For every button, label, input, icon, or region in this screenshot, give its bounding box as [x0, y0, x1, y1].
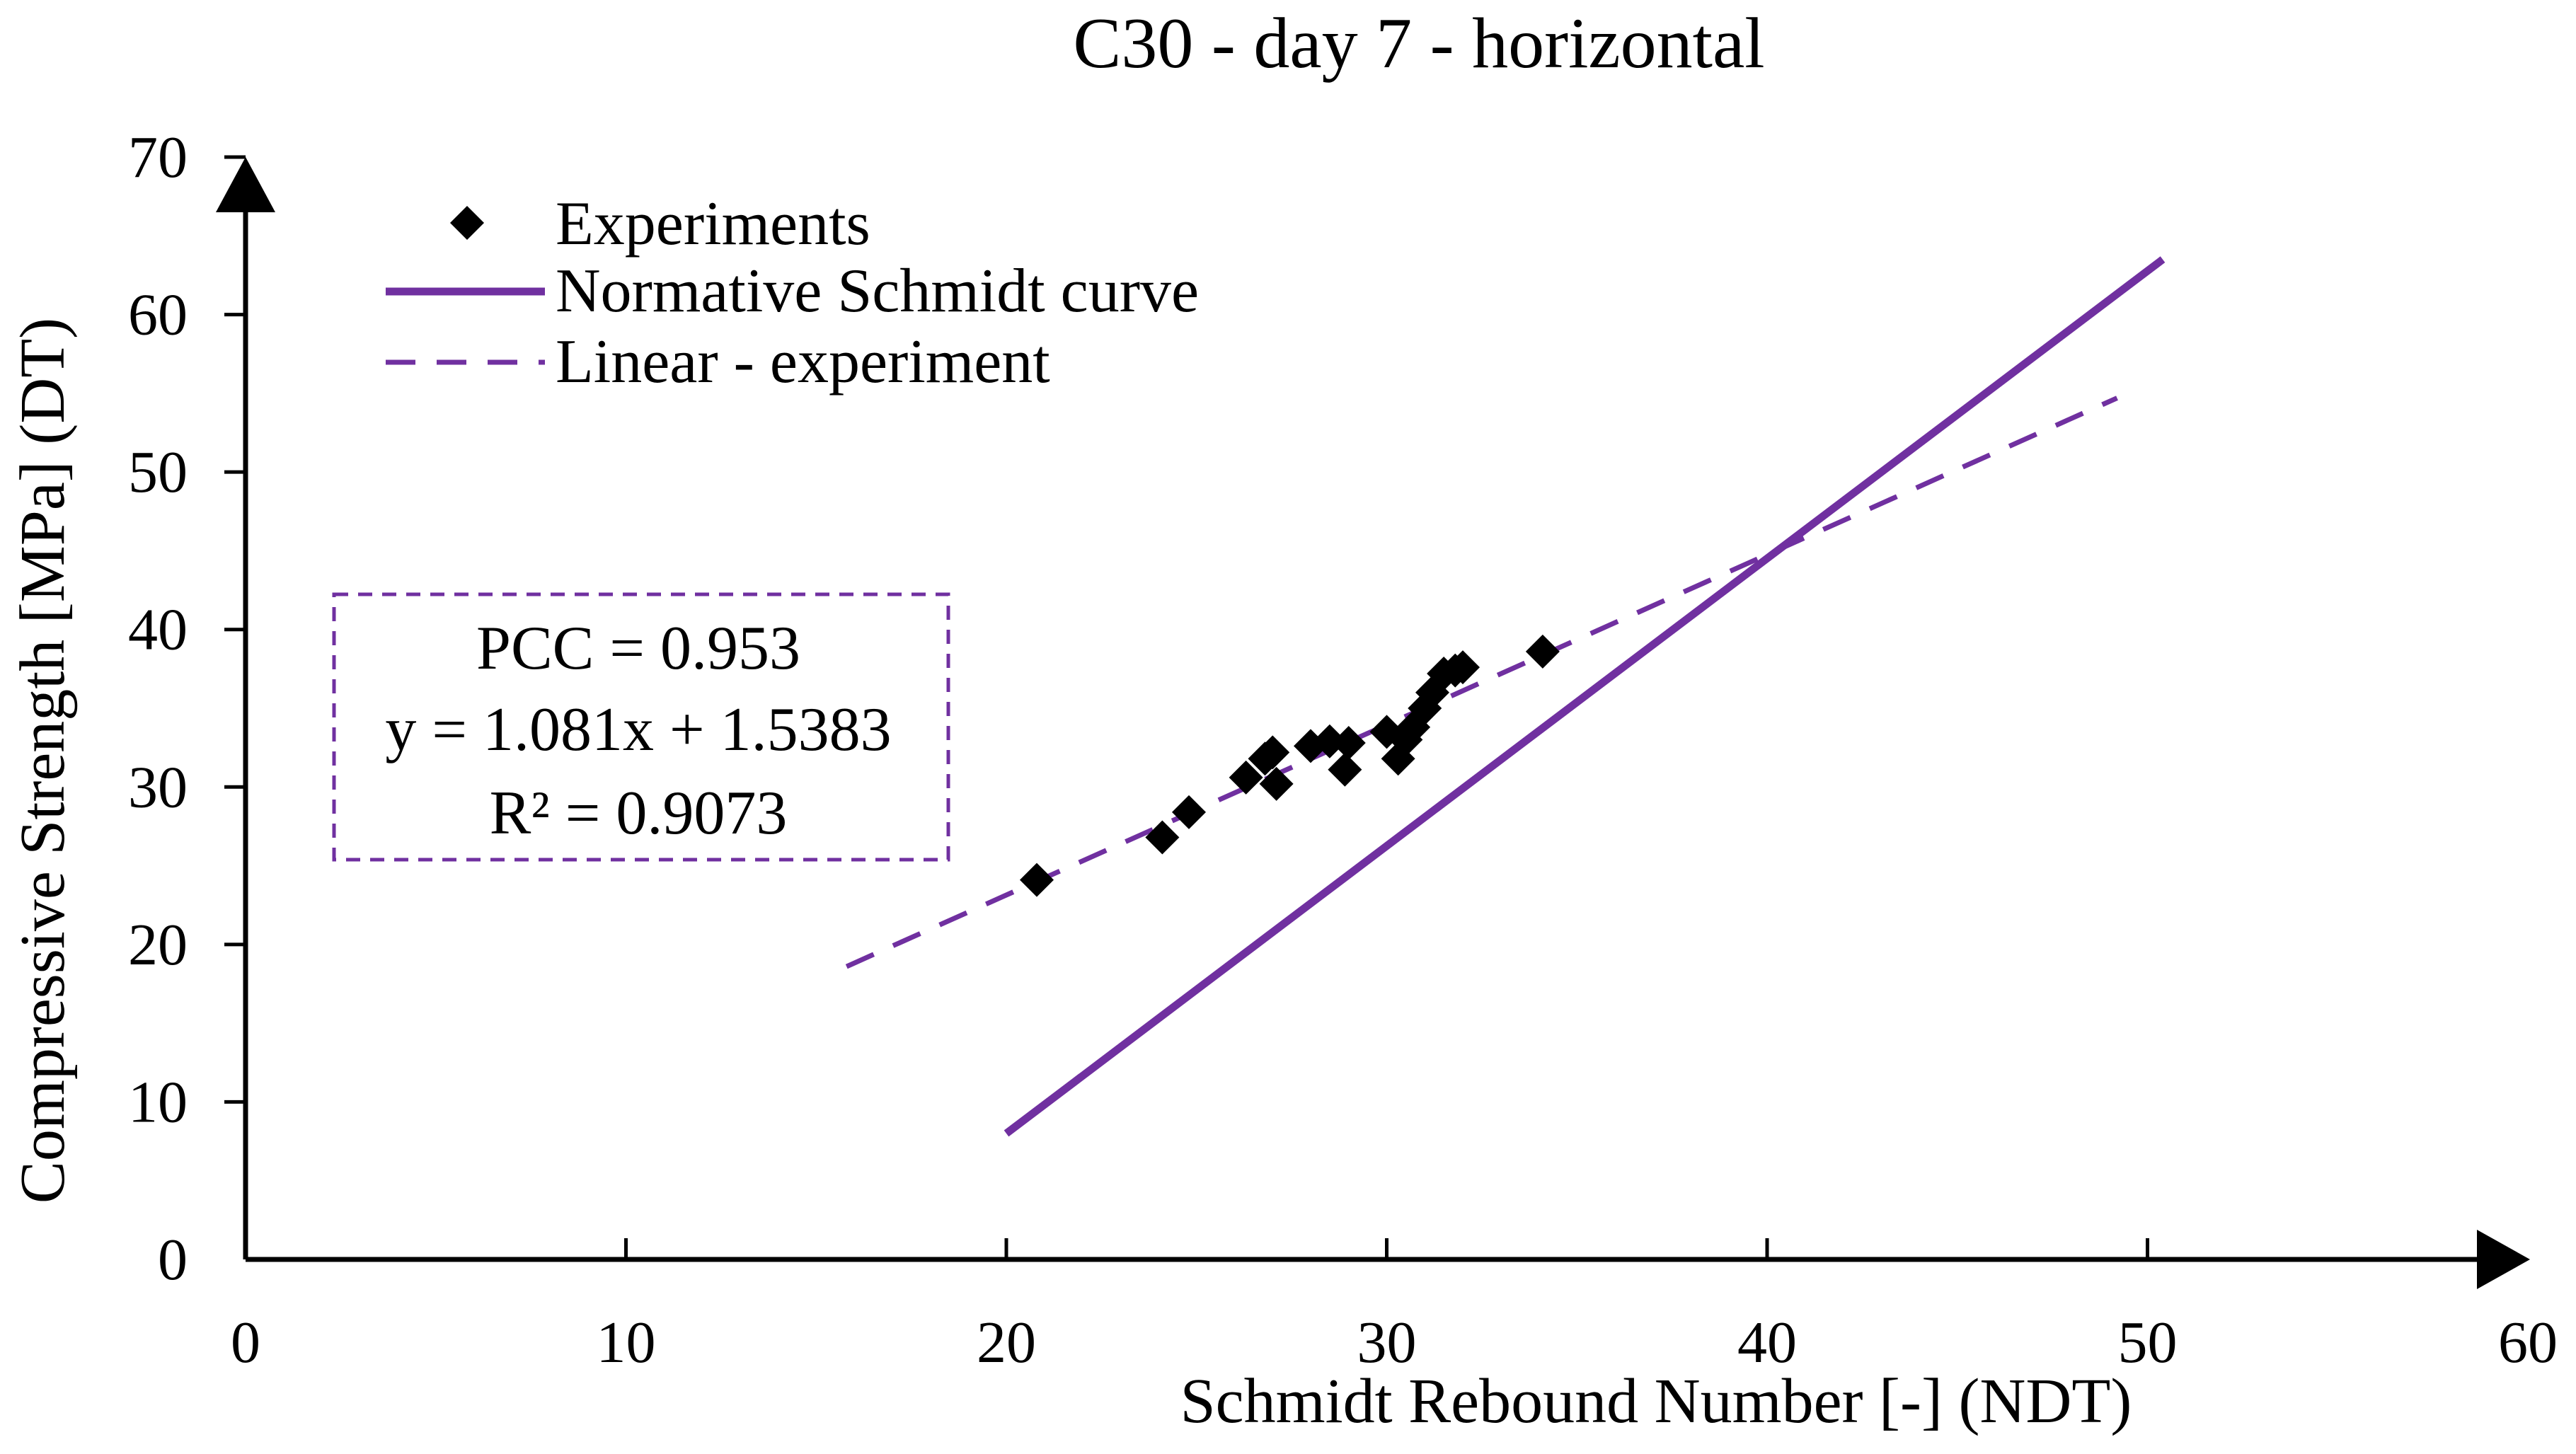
- x-tick-label: 20: [977, 1310, 1036, 1375]
- y-tick-label: 30: [128, 754, 188, 820]
- experiment-point: [1396, 710, 1431, 744]
- y-axis-arrowhead: [216, 157, 275, 212]
- legend-label-normative-curve: Normative Schmidt curve: [556, 257, 1199, 325]
- x-axis-label: Schmidt Rebound Number [-] (NDT): [1180, 1366, 2132, 1436]
- experiment-point: [1328, 752, 1362, 787]
- y-tick-label: 40: [128, 597, 188, 663]
- x-tick-label: 40: [1737, 1310, 1797, 1375]
- linear-experiment-line: [845, 396, 2118, 969]
- y-tick-label: 10: [128, 1069, 188, 1135]
- y-tick-label: 20: [128, 912, 188, 978]
- y-axis-label: Compressive Strength [MPa] (DT): [8, 318, 78, 1204]
- experiment-point: [1145, 820, 1180, 855]
- y-tick-label: 50: [128, 439, 188, 505]
- experiment-point: [1446, 650, 1480, 685]
- legend: Experiments Normative Schmidt curve Line…: [386, 190, 1199, 396]
- x-tick-label: 50: [2118, 1310, 2178, 1375]
- stats-equation: y = 1.081x + 1.5383: [385, 696, 891, 764]
- normative-schmidt-curve-line: [1004, 256, 2166, 1137]
- experiment-point: [1259, 766, 1294, 801]
- experiment-points: [1020, 634, 1560, 897]
- stats-box-border: [332, 592, 950, 862]
- y-axis-ticks: 0 10 20 30 40 50 60 70: [128, 125, 246, 1293]
- x-tick-label: 10: [597, 1310, 656, 1375]
- x-tick-label: 60: [2498, 1310, 2558, 1375]
- axes: [216, 157, 2530, 1289]
- experiment-point: [1525, 634, 1560, 669]
- x-axis-arrowhead: [2477, 1230, 2530, 1289]
- legend-label-experiments: Experiments: [556, 190, 870, 258]
- x-axis-ticks: 0 10 20 30 40 50 60: [231, 1238, 2558, 1375]
- x-tick-label: 30: [1357, 1310, 1417, 1375]
- experiment-point: [1020, 862, 1054, 897]
- series-lines: [845, 256, 2166, 1137]
- chart-title: C30 - day 7 - horizontal: [1073, 4, 1764, 83]
- y-tick-label: 70: [128, 125, 188, 190]
- experiment-point: [1172, 795, 1206, 829]
- legend-label-linear-experiment: Linear - experiment: [556, 328, 1050, 396]
- x-tick-label: 0: [231, 1310, 260, 1375]
- stats-r-squared: R² = 0.9073: [490, 779, 788, 848]
- y-tick-label: 0: [158, 1227, 188, 1293]
- experiment-point: [1229, 760, 1263, 795]
- y-tick-label: 60: [128, 282, 188, 348]
- stats-box: PCC = 0.953 y = 1.081x + 1.5383 R² = 0.9…: [332, 592, 950, 862]
- experiment-point: [1331, 725, 1366, 760]
- experiment-point: [1312, 724, 1347, 758]
- experiment-point: [1255, 735, 1290, 770]
- stats-pcc: PCC = 0.953: [476, 614, 800, 683]
- legend-marker-experiments: [450, 206, 484, 240]
